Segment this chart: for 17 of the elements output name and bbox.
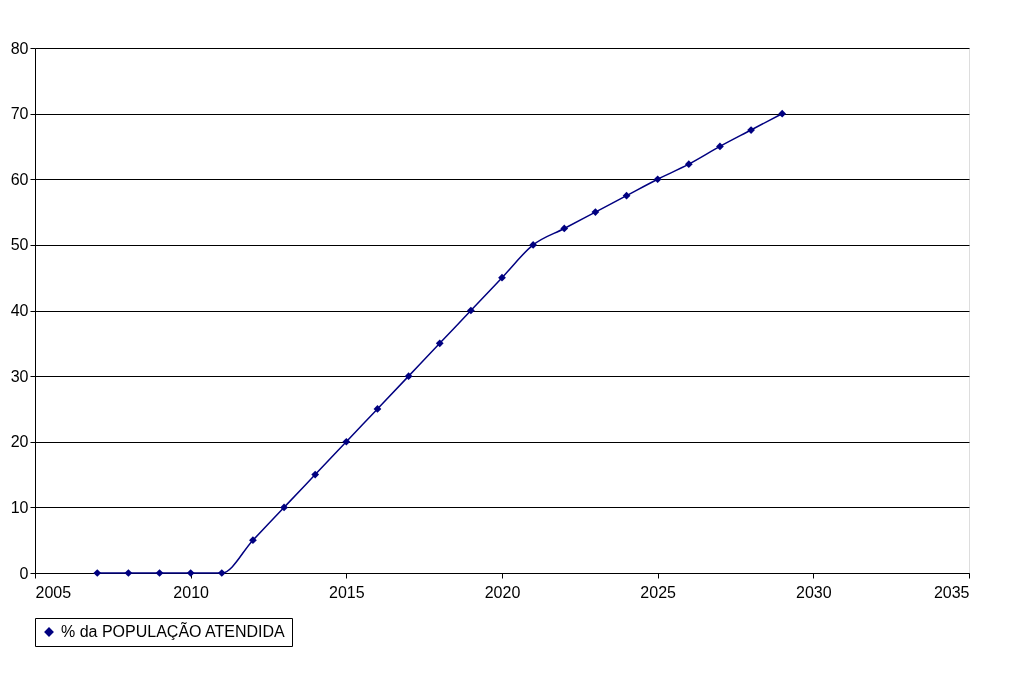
y-tick-label: 60 — [10, 170, 29, 188]
legend-label: % da POPULAÇÃO ATENDIDA — [61, 621, 286, 640]
x-tick-label: 2015 — [329, 583, 365, 601]
y-tick-label: 30 — [10, 367, 29, 385]
y-tick-label: 40 — [10, 302, 29, 319]
y-tick-label: 20 — [10, 433, 29, 451]
x-tick-label: 2030 — [796, 583, 832, 601]
y-tick-label: 10 — [10, 498, 29, 516]
x-tick-label: 2020 — [484, 583, 521, 601]
y-tick-label: 0 — [19, 564, 29, 582]
y-tick-label: 80 — [10, 39, 29, 57]
x-tick-label: 2010 — [173, 583, 210, 601]
y-tick-label: 50 — [10, 236, 29, 254]
y-tick-label: 70 — [10, 105, 29, 123]
x-tick-label: 2005 — [35, 583, 72, 601]
x-tick-label: 2035 — [933, 583, 970, 601]
x-tick-label: 2025 — [640, 583, 677, 601]
